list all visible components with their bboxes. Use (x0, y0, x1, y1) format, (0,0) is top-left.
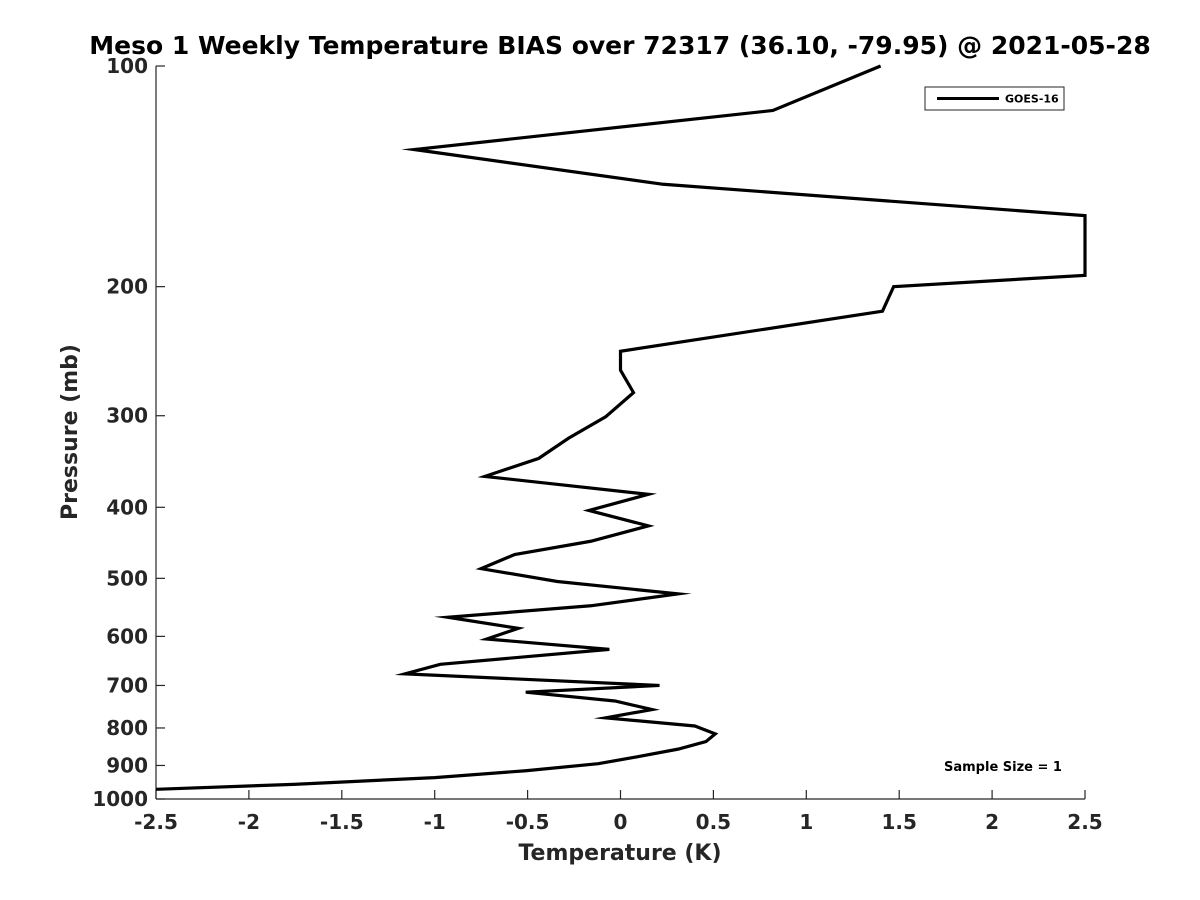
y-tick-label: 200 (106, 275, 148, 299)
x-tick-label: -2 (238, 810, 260, 834)
x-ticks: -2.5 -2 -1.5 -1 -0.5 0 0.5 1 1.5 2 2.5 (134, 790, 1103, 834)
y-tick-label: 400 (106, 495, 148, 519)
x-tick-label: 0 (614, 810, 628, 834)
y-ticks: 100 200 300 400 500 600 700 800 900 1000 (92, 54, 165, 811)
y-tick-label: 1000 (92, 787, 148, 811)
x-tick-label: -1.5 (320, 810, 364, 834)
legend-entry-label: GOES-16 (1005, 93, 1059, 106)
plot-area: -2.5 -2 -1.5 -1 -0.5 0 0.5 1 1.5 2 2.5 100 200 300 40… (92, 54, 1102, 834)
y-tick-label: 900 (106, 753, 148, 777)
x-tick-label: -1 (424, 810, 446, 834)
x-tick-label: 2 (985, 810, 999, 834)
x-tick-label: 0.5 (696, 810, 731, 834)
x-tick-label: 2.5 (1067, 810, 1102, 834)
series-layer (155, 64, 1087, 791)
x-tick-label: -2.5 (134, 810, 178, 834)
y-tick-label: 800 (106, 716, 148, 740)
x-tick-label: -0.5 (506, 810, 550, 834)
y-tick-label: 700 (106, 673, 148, 697)
y-tick-label: 300 (106, 404, 148, 428)
chart-title: Meso 1 Weekly Temperature BIAS over 7231… (89, 31, 1150, 60)
x-tick-label: 1.5 (881, 810, 916, 834)
y-axis-label: Pressure (mb) (58, 344, 83, 520)
sample-size-annotation: Sample Size = 1 (944, 760, 1062, 775)
y-tick-label: 500 (106, 566, 148, 590)
series-line-goes-16 (155, 64, 1087, 791)
x-tick-label: 1 (799, 810, 813, 834)
x-axis-label: Temperature (K) (518, 841, 721, 866)
legend: GOES-16 (924, 86, 1065, 111)
y-tick-label: 100 (106, 54, 148, 78)
y-tick-label: 600 (106, 624, 148, 648)
